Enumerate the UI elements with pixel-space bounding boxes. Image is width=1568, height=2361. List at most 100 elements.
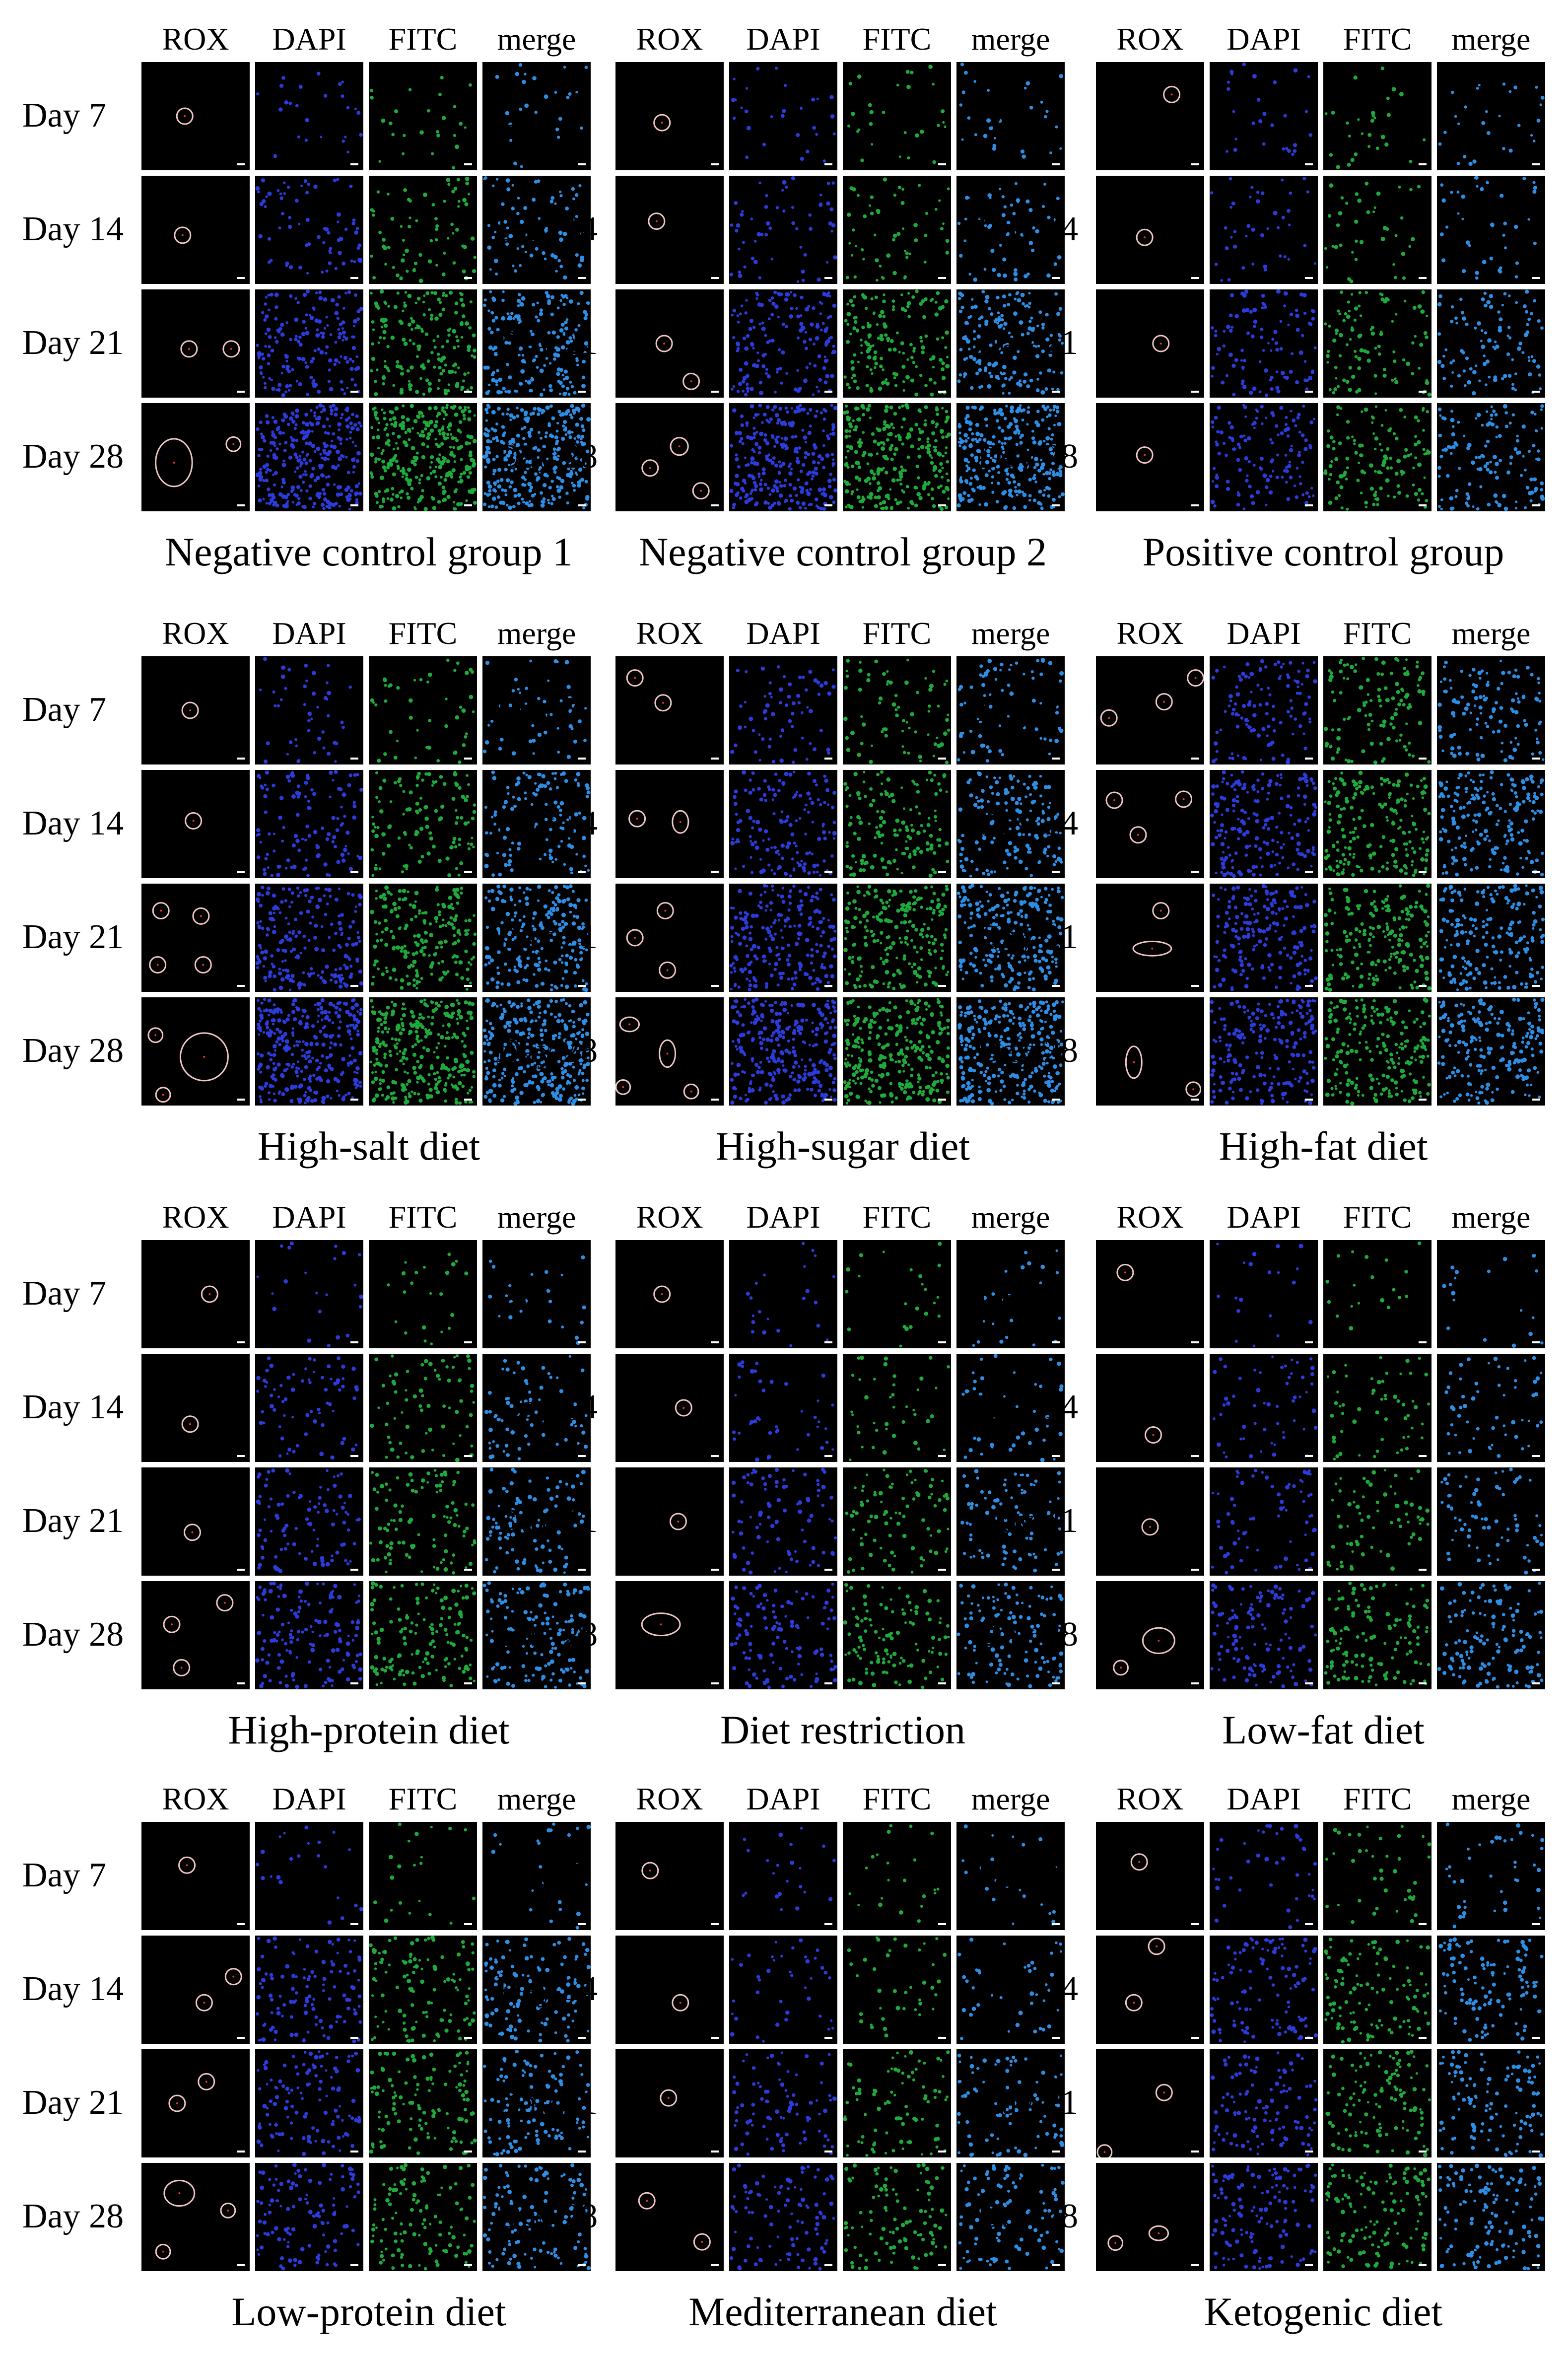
cell-dot bbox=[1221, 380, 1225, 385]
cell-dot bbox=[811, 452, 816, 456]
cell-dot bbox=[439, 775, 443, 779]
cell-dot bbox=[329, 895, 332, 898]
cell-dot bbox=[965, 406, 970, 410]
cell-dot bbox=[829, 95, 834, 99]
cell-dot bbox=[264, 332, 268, 336]
cell-dot bbox=[384, 684, 387, 687]
cell-dot bbox=[936, 337, 940, 341]
cell-dot bbox=[738, 274, 743, 278]
cell-dot bbox=[1229, 293, 1234, 297]
cell-dot bbox=[1377, 352, 1381, 356]
cell-dot bbox=[1508, 148, 1513, 153]
cell-dot bbox=[1049, 409, 1052, 412]
rox-positive-marker bbox=[1136, 228, 1154, 246]
cell-dot bbox=[487, 724, 490, 727]
cell-dot bbox=[817, 455, 820, 458]
cell-dot bbox=[919, 374, 923, 377]
cell-dot bbox=[334, 311, 339, 316]
cell-dot bbox=[485, 660, 490, 665]
cell-dot bbox=[301, 837, 304, 840]
cell-dot bbox=[927, 443, 931, 448]
cell-dot bbox=[1459, 297, 1463, 301]
cell-dot bbox=[288, 216, 291, 219]
cell-dot bbox=[443, 436, 448, 441]
cell-dot bbox=[559, 299, 562, 302]
cell-dot bbox=[482, 750, 487, 754]
cell-dot bbox=[489, 290, 492, 293]
cell-dot bbox=[1491, 422, 1495, 427]
cell-dot bbox=[900, 307, 905, 311]
cell-dot bbox=[515, 458, 519, 462]
cell-dot bbox=[564, 779, 568, 783]
cell-dot bbox=[945, 486, 949, 490]
cell-dot bbox=[334, 968, 338, 972]
cell-dot bbox=[565, 207, 569, 210]
cell-dot bbox=[338, 504, 341, 508]
cell-dot bbox=[494, 230, 497, 233]
cell-dot bbox=[264, 810, 268, 814]
day-label: Day 14 bbox=[496, 210, 598, 248]
cell-dot bbox=[979, 486, 983, 490]
cell-dot bbox=[1270, 349, 1273, 352]
cell-dot bbox=[874, 361, 878, 366]
cell-dot bbox=[828, 337, 831, 340]
cell-dot bbox=[932, 366, 935, 369]
cell-dot bbox=[877, 210, 881, 214]
cell-dot bbox=[564, 660, 569, 665]
cell-dot bbox=[879, 356, 883, 360]
cell-dot bbox=[1239, 434, 1243, 439]
cell-dot bbox=[1516, 451, 1520, 455]
cell-dot bbox=[577, 719, 582, 724]
channel-label: DAPI bbox=[1227, 21, 1301, 57]
cell-dot bbox=[1028, 320, 1032, 323]
cell-dot bbox=[346, 892, 350, 896]
cell-dot bbox=[1270, 375, 1274, 380]
cell-dot bbox=[899, 483, 903, 486]
cell-dot bbox=[276, 873, 280, 877]
cell-dot bbox=[281, 393, 285, 398]
cell-dot bbox=[858, 500, 862, 503]
cell-dot bbox=[861, 325, 865, 330]
cell-dot bbox=[957, 221, 961, 225]
cell-dot bbox=[339, 967, 342, 971]
cell-dot bbox=[327, 458, 330, 461]
cell-dot bbox=[755, 297, 758, 300]
cell-dot bbox=[345, 438, 348, 441]
cell-dot bbox=[1042, 493, 1046, 497]
cell-dot bbox=[288, 930, 291, 934]
cell-dot bbox=[294, 423, 298, 426]
micrograph-image bbox=[1324, 181, 1427, 283]
rox-signal-dot bbox=[232, 443, 235, 445]
cell-dot bbox=[1020, 232, 1024, 237]
cell-dot bbox=[845, 276, 849, 279]
cell-dot bbox=[1326, 429, 1330, 433]
cell-dot bbox=[1052, 470, 1056, 474]
cell-dot bbox=[967, 460, 970, 464]
scale-bar bbox=[1419, 504, 1427, 506]
cell-dot bbox=[291, 794, 296, 799]
cell-dot bbox=[857, 465, 862, 469]
cell-dot bbox=[1536, 457, 1541, 462]
cell-dot bbox=[1334, 365, 1338, 369]
micrograph-panel-rox bbox=[1096, 289, 1204, 398]
cell-dot bbox=[807, 305, 811, 308]
cell-dot bbox=[436, 759, 440, 763]
cell-dot bbox=[422, 192, 427, 197]
cell-dot bbox=[288, 455, 292, 460]
cell-dot bbox=[1540, 481, 1544, 486]
cell-dot bbox=[886, 339, 889, 343]
cell-dot bbox=[356, 111, 361, 115]
day-label: Day 21 bbox=[496, 324, 598, 362]
cell-dot bbox=[463, 408, 467, 412]
cell-dot bbox=[1387, 428, 1391, 432]
cell-dot bbox=[808, 338, 812, 342]
cell-dot bbox=[570, 340, 573, 343]
cell-dot bbox=[491, 873, 495, 877]
cell-dot bbox=[753, 240, 757, 243]
cell-dot bbox=[581, 442, 586, 446]
cell-dot bbox=[869, 492, 874, 496]
cell-dot bbox=[750, 404, 754, 409]
cell-dot bbox=[426, 423, 430, 427]
cell-dot bbox=[392, 266, 395, 269]
cell-dot bbox=[771, 435, 775, 439]
